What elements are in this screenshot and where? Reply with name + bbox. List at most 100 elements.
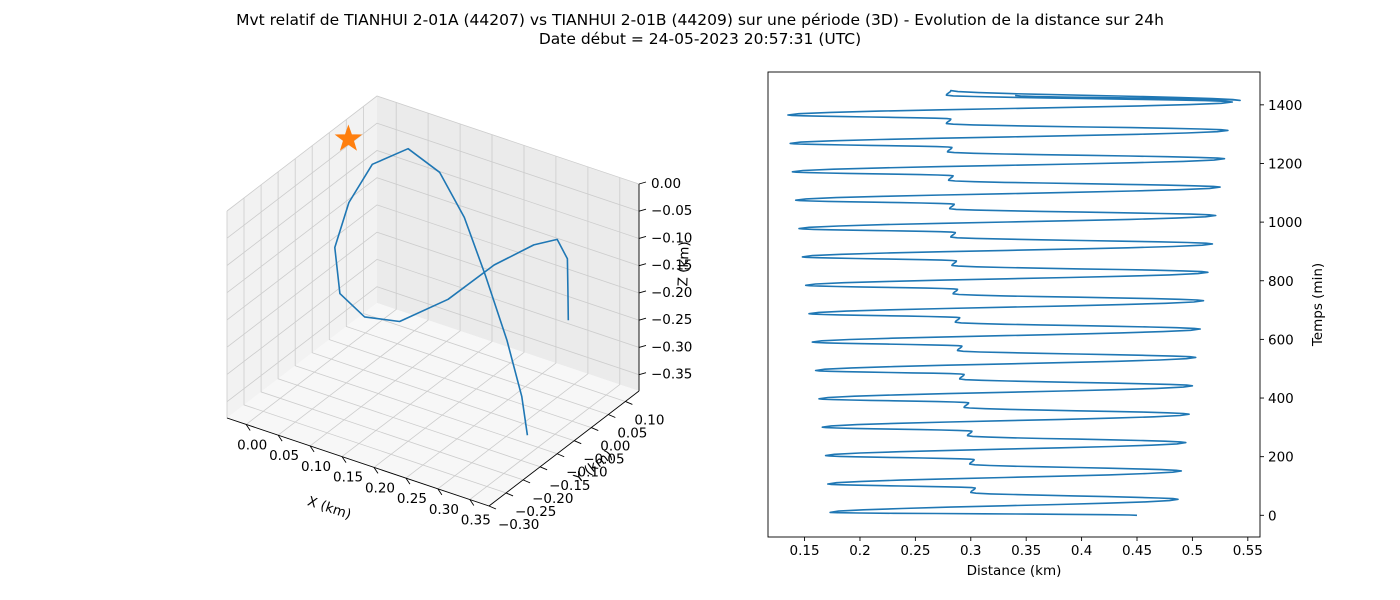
gridline-z: [226, 258, 640, 375]
z-tick-label: −0.05: [651, 203, 692, 219]
z-tick-label: −0.35: [651, 367, 692, 383]
x-axis-label: Distance (km): [967, 563, 1062, 579]
x-tick-label: 0.20: [365, 480, 395, 496]
x-tick-label: 0.25: [900, 543, 930, 559]
z-tick-mark: [638, 317, 647, 321]
y-tick-label: 0.05: [617, 426, 647, 442]
y-axis-line: [488, 390, 640, 507]
gridline-y: [260, 184, 524, 481]
gridline-y: [277, 171, 541, 468]
y-tick-label: −0.05: [583, 452, 624, 468]
y-tick-label: 0: [1268, 508, 1277, 524]
gridline-y: [243, 197, 507, 494]
gridline-x: [405, 156, 557, 479]
z-tick-mark: [638, 344, 647, 348]
gridline-x: [469, 177, 621, 500]
z-tick-label: −0.10: [651, 230, 692, 246]
x-tick-label: 0.45: [1122, 543, 1152, 559]
gridline-y: [294, 158, 558, 455]
gridline-x: [245, 102, 397, 425]
trajectory-line: [333, 147, 570, 436]
distance-time-plot: 0.15 0.2 0.25 0.3 0.35 0.4 0.45 0.5 0.55 0 200 400 6…: [767, 71, 1326, 579]
gridline-z: [226, 204, 640, 321]
y-tick-mark: [625, 401, 633, 405]
gridline-z: [226, 150, 640, 266]
z-tick-label: −0.25: [651, 312, 692, 328]
z-tick-label: −0.15: [651, 258, 692, 274]
y-axis-label: Temps (min): [1310, 263, 1326, 347]
y-tick-label: 400: [1268, 391, 1294, 407]
x-tick-label: 0.35: [1011, 543, 1041, 559]
gridline-z: [226, 95, 640, 212]
x-tick-label: 0.10: [301, 459, 331, 475]
gridline-y: [328, 132, 592, 428]
gridline-x: [309, 123, 461, 447]
x-tick-label: 0.15: [333, 470, 363, 486]
z-tick-label: −0.30: [651, 339, 692, 355]
gridline-z: [226, 122, 640, 239]
x-tick-label: 0.4: [1071, 543, 1092, 559]
y-tick-label: 1000: [1268, 215, 1302, 231]
x-tick-label: 0.25: [397, 491, 427, 507]
x-tick-mark: [469, 499, 475, 506]
x-tick-mark: [277, 434, 283, 442]
x-tick-mark: [245, 424, 251, 431]
z-axis-label: Z (km): [675, 241, 693, 287]
gridline-y: [362, 106, 626, 402]
x-tick-mark: [405, 477, 411, 485]
y-tick-label: 1200: [1268, 156, 1302, 172]
gridline-y: [345, 119, 609, 415]
trajectory-3d-plot: 0.000.050.100.150.200.250.300.35 −0.30−0.…: [226, 95, 693, 533]
gridline-x: [277, 113, 429, 436]
x-tick-mark: [341, 456, 347, 463]
gridline-x: [373, 145, 525, 468]
y-tick-label: −0.15: [549, 478, 590, 494]
star-marker: [334, 124, 363, 151]
plot-frame: [767, 71, 1261, 538]
z-tick-mark: [638, 263, 647, 267]
z-tick-label: 0.00: [651, 176, 681, 192]
gridline-z: [226, 177, 640, 294]
z-tick-mark: [638, 181, 647, 185]
y-tick-label: 0.10: [634, 412, 664, 428]
x-axis-label: X (km): [305, 493, 353, 523]
y-tick-label: 1400: [1268, 98, 1302, 114]
back-pane-xz: [377, 96, 639, 391]
y-tick-label: 0.00: [600, 439, 630, 455]
y-tick-mark: [557, 453, 565, 458]
x-tick-mark: [309, 445, 315, 453]
figure-title-line1: Mvt relatif de TIANHUI 2-01A (44207) vs …: [236, 11, 1164, 29]
gridline-z: [226, 231, 640, 348]
y-tick-label: 600: [1268, 332, 1294, 348]
y-tick-mark: [488, 505, 497, 510]
x-tick-label: 0.55: [1233, 543, 1263, 559]
back-pane-yz: [227, 96, 377, 418]
z-tick-mark: [638, 236, 647, 239]
x-axis-line: [226, 417, 490, 507]
y-tick-mark: [522, 479, 531, 484]
z-tick-label: −0.20: [651, 285, 692, 301]
y-tick-label: 200: [1268, 450, 1294, 466]
z-tick-mark: [638, 372, 647, 376]
z-tick-mark: [638, 290, 647, 294]
gridline-z: [226, 286, 640, 403]
y-tick-mark: [505, 492, 514, 497]
y-tick-mark: [539, 466, 548, 471]
x-tick-mark: [373, 467, 379, 474]
x-tick-label: 0.15: [790, 543, 820, 559]
y-tick-label: −0.30: [498, 517, 539, 533]
figure-title-line2: Date début = 24-05-2023 20:57:31 (UTC): [539, 30, 861, 48]
y-tick-mark: [608, 414, 616, 418]
x-tick-label: 0.3: [960, 543, 981, 559]
gridline-y: [311, 145, 575, 442]
y-tick-mark: [591, 427, 599, 432]
x-tick-label: 0.05: [269, 448, 299, 464]
y-tick-label: −0.20: [532, 491, 573, 507]
gridline-x: [437, 166, 589, 490]
y-tick-label: 800: [1268, 274, 1294, 290]
x-tick-mark: [437, 488, 443, 496]
z-tick-mark: [638, 208, 647, 212]
x-tick-label: 0.5: [1182, 543, 1203, 559]
x-tick-label: 0.00: [237, 437, 267, 453]
